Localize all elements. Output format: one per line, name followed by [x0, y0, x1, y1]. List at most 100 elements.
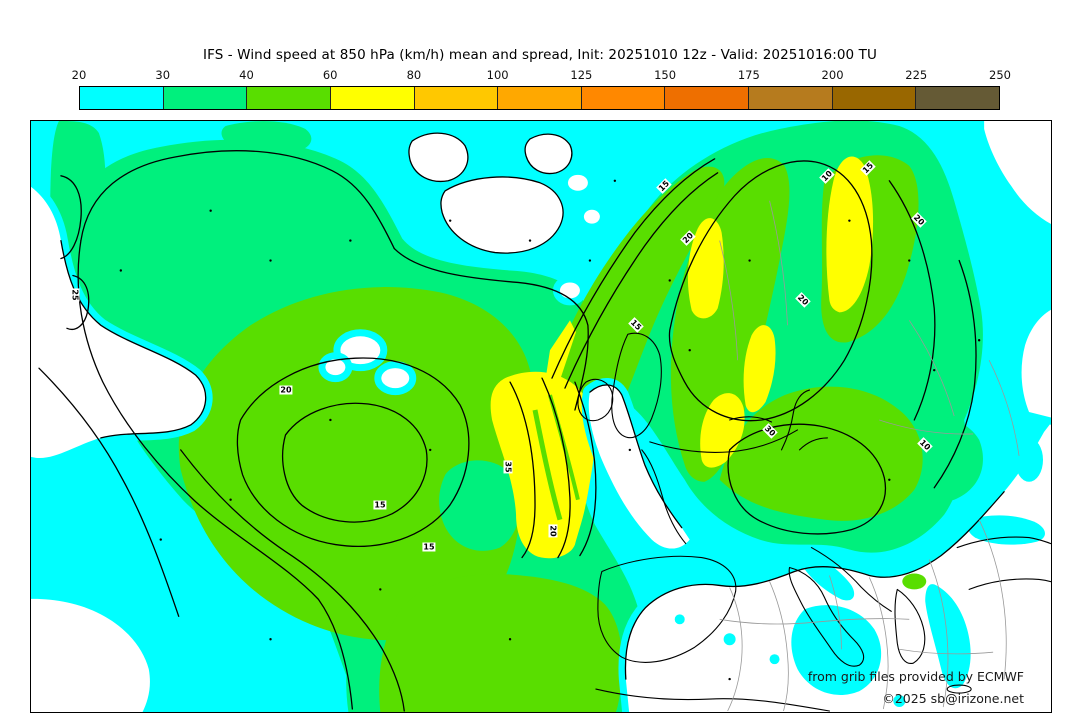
colorbar-tick-label: 30: [155, 68, 171, 82]
speck: [349, 239, 352, 242]
filled-region-yellow: [541, 320, 576, 413]
filled-region-yellow: [490, 371, 595, 559]
filled-region-green2: [379, 573, 623, 712]
contour-line: [393, 247, 589, 411]
contour-line: [60, 239, 207, 439]
map-coastlines: [577, 332, 1051, 712]
contour-line: [727, 423, 887, 535]
filled-region-green2: [902, 573, 927, 590]
coastline: [641, 449, 687, 545]
country-border: [868, 577, 889, 710]
country-border: [769, 200, 788, 326]
contour-line: [408, 132, 469, 183]
speck: [613, 179, 617, 182]
colorbar-tick-label: 60: [322, 68, 338, 82]
country-border: [908, 320, 955, 417]
coastline: [577, 378, 614, 422]
speck: [908, 259, 911, 262]
speck: [119, 269, 123, 272]
colorbar-segment: [80, 87, 163, 109]
colorbar-tick-label: 20: [71, 68, 87, 82]
country-border: [879, 419, 974, 435]
contour-line: [524, 133, 573, 175]
speck: [977, 339, 981, 342]
colorbar-tick-label: 100: [486, 68, 509, 82]
sea-patch: [723, 633, 736, 646]
contour-line: [80, 150, 395, 250]
country-border: [988, 360, 1020, 456]
colorbar-segment: [329, 87, 414, 109]
colorbar-segment: [497, 87, 581, 109]
colorbar-segment: [162, 87, 247, 109]
colorbar-segment: [915, 87, 1000, 109]
filled-region-white: [560, 167, 595, 198]
contour-line: [282, 402, 428, 523]
coastline: [968, 578, 1051, 590]
contour-line: [77, 239, 354, 710]
colorbar-segment: [831, 87, 916, 109]
map-specks: [119, 179, 981, 681]
speck: [448, 219, 452, 222]
filled-region-white: [31, 591, 157, 712]
contour-line: [180, 449, 405, 712]
contour-line: [888, 180, 936, 421]
filled-region-white: [318, 352, 353, 383]
sea-patch: [925, 584, 971, 689]
colorbar-segment: [246, 87, 330, 109]
colorbar-bar: [79, 86, 1000, 110]
colorbar-segment: [413, 87, 498, 109]
colorbar-segment: [580, 87, 665, 109]
country-border: [829, 575, 842, 650]
speck: [508, 638, 512, 641]
coastline: [780, 389, 811, 451]
speck: [429, 448, 432, 452]
sea-patch: [1015, 437, 1044, 482]
colorbar-tick-label: 150: [654, 68, 677, 82]
country-border: [719, 618, 910, 625]
colorbar-segment: [748, 87, 832, 109]
filled-region-white: [576, 202, 607, 231]
attribution-copyright: ©2025 sb@irizone.net: [882, 691, 1024, 706]
coastline: [595, 688, 830, 712]
country-border: [899, 648, 994, 655]
contour-line: [440, 176, 564, 254]
map-fill-regions: [31, 121, 1051, 712]
filled-region-white: [977, 121, 1051, 232]
speck: [269, 638, 272, 641]
colorbar-tick-label: 125: [570, 68, 593, 82]
speck: [588, 259, 592, 262]
map-country-borders: [719, 200, 1020, 712]
contour-line: [564, 172, 719, 389]
contour-line: [574, 381, 597, 557]
filled-region-green2: [719, 386, 923, 521]
contour-line: [236, 357, 470, 547]
filled-region-white: [401, 126, 475, 189]
speck: [888, 478, 891, 481]
attribution-source: from grib files provided by ECMWF: [807, 669, 1024, 684]
speck: [933, 368, 936, 372]
colorbar-tick-label: 200: [821, 68, 844, 82]
speck: [209, 209, 212, 212]
contour-line: [509, 381, 536, 559]
yellow-streak-separator: [532, 409, 563, 521]
filled-region-yellow: [743, 325, 776, 413]
filled-region-yellow: [826, 156, 874, 313]
contour-line: [933, 259, 977, 489]
filled-region-green1: [439, 460, 521, 551]
coastline: [597, 555, 737, 663]
contour-line: [66, 274, 90, 330]
coastline: [649, 429, 799, 453]
speck: [628, 448, 632, 452]
contour-line: [60, 175, 82, 260]
contour-line: [624, 491, 1005, 680]
speck: [159, 538, 162, 541]
filled-region-white: [374, 361, 417, 396]
coastline: [611, 332, 662, 439]
sea-patch: [674, 614, 685, 625]
country-border: [928, 559, 949, 708]
filled-region-white: [333, 329, 388, 372]
colorbar-tick-label: 250: [989, 68, 1011, 82]
filled-region-green1: [221, 121, 312, 154]
country-border: [727, 587, 743, 712]
